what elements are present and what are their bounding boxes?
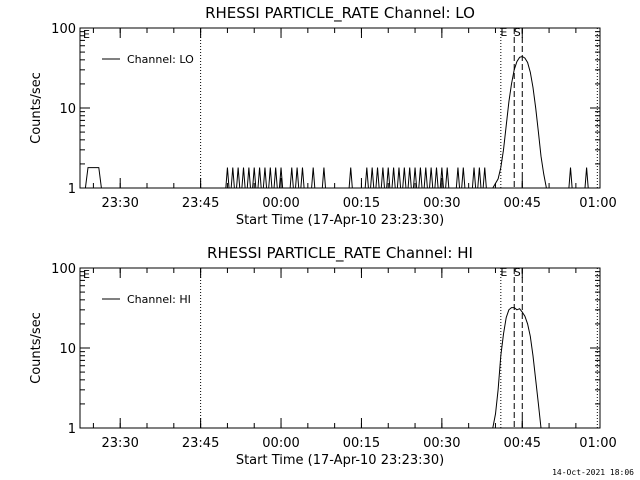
noise-blip [418, 167, 423, 189]
legend-label: Channel: HI [127, 293, 191, 306]
series-line [84, 55, 595, 189]
noise-blip [386, 167, 391, 189]
noise-blip [348, 167, 353, 189]
chart-panel-1: RHESSI PARTICLE_RATE Channel: LO 1 10 100 23… [29, 4, 617, 228]
y-tick-label: 100 [51, 22, 76, 37]
x-tick-label: 00:30 [423, 196, 460, 211]
x-tick-label: 00:30 [423, 436, 460, 451]
noise-blip [268, 167, 273, 189]
noise-blip [225, 167, 230, 189]
noise-blip [434, 167, 439, 189]
noise-blip [477, 167, 482, 189]
noise-blip [423, 167, 428, 189]
noise-blip [311, 167, 316, 189]
noise-blip [252, 167, 257, 189]
noise-blip [380, 167, 385, 189]
noise-blip [246, 167, 251, 189]
noise-blip [364, 167, 369, 189]
x-tick-label: 23:45 [182, 196, 219, 211]
x-tick-label: 01:00 [579, 436, 616, 451]
y-tick-label: 1 [68, 182, 76, 197]
event-marker-label: E [500, 26, 507, 39]
x-tick-label: 01:00 [579, 196, 616, 211]
noise-blip [429, 167, 434, 189]
corner-label: E [83, 268, 90, 281]
noise-blip [445, 167, 450, 189]
noise-blip [375, 167, 380, 189]
noise-blip [273, 167, 278, 189]
noise-blip [396, 167, 402, 189]
x-tick-label: 00:00 [262, 436, 299, 451]
noise-blip [241, 167, 246, 189]
noise-blip [230, 167, 235, 189]
noise-blip [321, 167, 327, 189]
y-tick-label: 10 [59, 102, 76, 117]
noise-blip [289, 167, 294, 189]
noise-blip [370, 167, 375, 189]
noise-blip [402, 167, 407, 189]
x-tick-label: 23:30 [101, 196, 138, 211]
chart-title: RHESSI PARTICLE_RATE Channel: LO [205, 4, 475, 23]
noise-blip [278, 167, 284, 189]
noise-blip [236, 167, 241, 189]
series-line [487, 307, 547, 429]
noise-blip [584, 167, 589, 189]
footer-timestamp: 14-Oct-2021 18:06 [552, 468, 634, 477]
noise-blip [455, 167, 461, 189]
noise-blip [471, 167, 477, 189]
x-tick-label: 00:00 [262, 196, 299, 211]
noise-blip [482, 167, 487, 189]
chart-title: RHESSI PARTICLE_RATE Channel: HI [207, 244, 473, 263]
noise-blip [461, 167, 466, 189]
noise-blip [568, 167, 573, 189]
noise-blip [257, 167, 262, 189]
y-tick-label: 10 [59, 342, 76, 357]
x-tick-label: 00:45 [504, 436, 541, 451]
noise-blip [439, 167, 444, 189]
x-tick-label: 23:30 [101, 436, 138, 451]
x-tick-label: 00:15 [343, 436, 380, 451]
y-axis-label: Counts/sec [29, 312, 44, 384]
noise-blip [391, 167, 396, 189]
chart-panel-2: RHESSI PARTICLE_RATE Channel: HI 1 10 100 23… [29, 244, 617, 468]
x-axis-label: Start Time (17-Apr-10 23:23:30) [236, 213, 444, 228]
y-tick-label: 100 [51, 262, 76, 277]
corner-label: E [83, 28, 90, 41]
noise-blip [262, 167, 268, 189]
noise-blip [407, 167, 412, 189]
y-tick-label: 1 [68, 422, 76, 437]
x-tick-label: 00:45 [504, 196, 541, 211]
noise-blip [295, 167, 300, 189]
x-tick-label: 00:15 [343, 196, 380, 211]
x-axis-label: Start Time (17-Apr-10 23:23:30) [236, 453, 444, 468]
event-marker-label: E [500, 266, 507, 279]
legend-label: Channel: LO [127, 53, 194, 66]
noise-blip [300, 167, 305, 189]
y-axis-label: Counts/sec [29, 72, 44, 144]
x-tick-label: 23:45 [182, 436, 219, 451]
noise-blip [412, 167, 418, 189]
event-marker-label: S [514, 26, 521, 39]
event-marker-label: S [514, 266, 521, 279]
